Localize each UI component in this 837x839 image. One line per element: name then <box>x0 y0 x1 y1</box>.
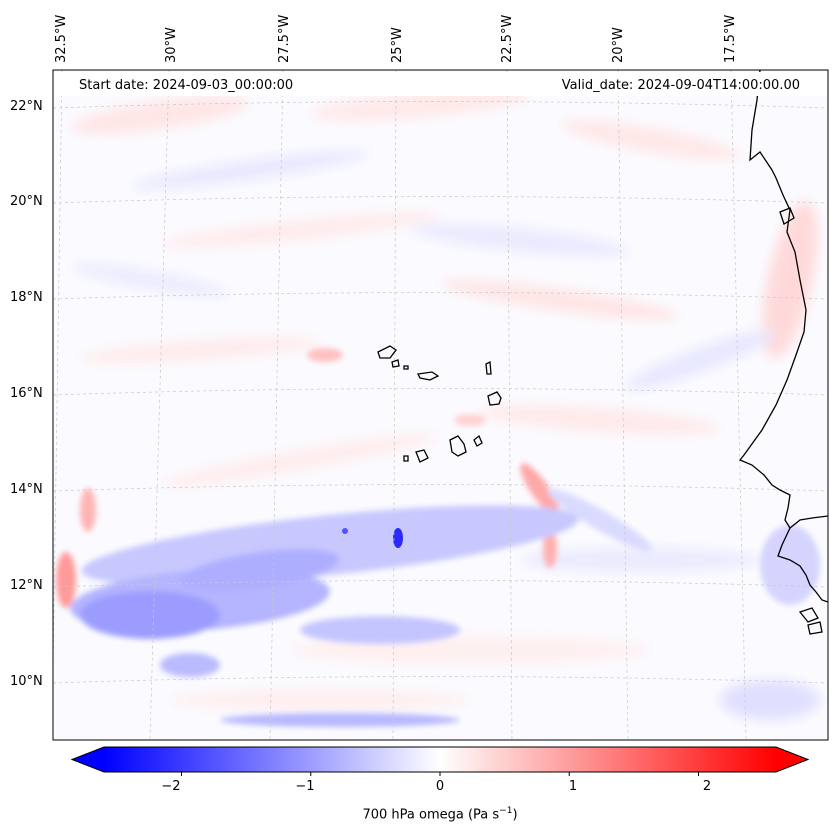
lon-label-32-5w: 32.5°W <box>54 14 69 63</box>
start-date-label: Start date: 2024-09-03_00:00:00 <box>79 78 294 93</box>
lat-label-18n: 18°N <box>10 290 43 305</box>
colorbar-max-extend <box>776 747 808 772</box>
lat-label-22n: 22°N <box>10 99 43 114</box>
lon-label-20w: 20°W <box>611 27 626 63</box>
lat-label-12n: 12°N <box>10 578 43 593</box>
lon-label-17-5w: 17.5°W <box>723 14 738 63</box>
gambia-senegal-coast <box>777 527 828 603</box>
colorbar-tick-label-neg2: −2 <box>161 779 181 794</box>
cape-verde-islands <box>377 345 502 463</box>
colorbar-tick-label-0: 0 <box>435 779 445 794</box>
colorbar-tick-label-2: 2 <box>702 779 712 794</box>
lon-label-30w: 30°W <box>164 27 179 63</box>
omega-field <box>56 89 820 727</box>
lat-label-20n: 20°N <box>10 194 43 209</box>
colorbar-gradient <box>104 747 776 772</box>
lat-label-14n: 14°N <box>10 482 43 497</box>
colorbar-outline <box>70 746 810 773</box>
lat-label-10n: 10°N <box>10 674 43 689</box>
lon-label-27-5w: 27.5°W <box>277 14 292 63</box>
colorbar-title: 700 hPa omega (Pa s−1) <box>0 806 837 822</box>
valid-date-label: Valid_date: 2024-09-04T14:00:00.00 <box>561 78 800 93</box>
colorbar-ticks <box>181 772 699 776</box>
west-africa-coast <box>738 70 828 529</box>
lon-label-25w: 25°W <box>390 27 405 63</box>
lat-label-16n: 16°N <box>10 386 43 401</box>
map-panel <box>53 70 828 740</box>
colorbar-tick-label-neg1: −1 <box>295 779 315 794</box>
lon-label-22-5w: 22.5°W <box>500 14 515 63</box>
map-border <box>52 69 829 741</box>
colorbar-tick-label-1: 1 <box>568 779 578 794</box>
colorbar <box>70 746 810 776</box>
colorbar-title-text: 700 hPa omega (Pa s <box>362 807 500 823</box>
strong-updraft-spot <box>393 528 403 548</box>
colorbar-min-extend <box>72 747 104 772</box>
date-label-background <box>53 72 828 96</box>
colorbar-title-suffix: ) <box>512 807 518 823</box>
coastlines <box>738 70 828 635</box>
colorbar-title-exponent: −1 <box>499 806 513 816</box>
gridlines <box>53 70 828 740</box>
